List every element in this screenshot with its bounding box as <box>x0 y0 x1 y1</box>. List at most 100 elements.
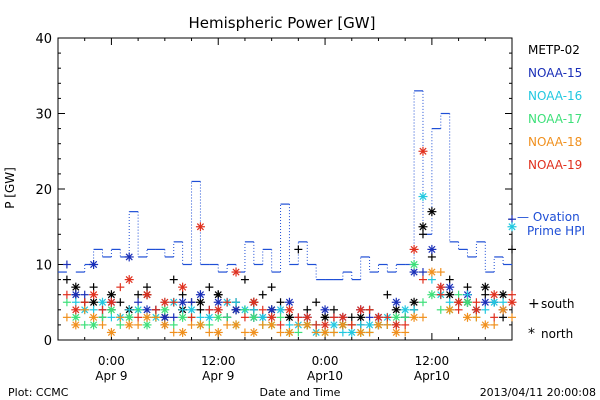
north-marker <box>418 222 428 232</box>
x-tick-date-label: Apr10 <box>414 369 450 383</box>
south-marker <box>294 313 303 322</box>
south-marker <box>329 305 338 314</box>
north-marker <box>302 320 312 330</box>
y-tick-label: 10 <box>35 259 52 274</box>
north-marker <box>498 290 508 300</box>
north-marker <box>462 312 472 322</box>
north-marker <box>480 320 490 330</box>
south-marker <box>481 290 490 299</box>
north-marker <box>142 290 152 300</box>
north-marker <box>213 327 223 337</box>
south-marker <box>223 298 232 307</box>
south-marker <box>98 313 107 322</box>
north-marker <box>329 320 339 330</box>
north-marker <box>347 327 357 337</box>
north-marker <box>213 305 223 315</box>
north-marker <box>160 312 170 322</box>
north-marker <box>213 290 223 300</box>
north-marker <box>498 305 508 315</box>
south-marker <box>89 305 98 314</box>
south-marker <box>454 305 463 314</box>
legend-marker-label: north <box>541 327 573 341</box>
north-marker <box>106 327 116 337</box>
south-marker <box>80 305 89 314</box>
south-marker <box>249 305 258 314</box>
south-marker <box>151 305 160 314</box>
south-marker <box>276 320 285 329</box>
south-marker <box>62 298 71 307</box>
north-marker <box>106 297 116 307</box>
south-marker <box>223 320 232 329</box>
south-marker <box>508 215 516 224</box>
south-marker <box>436 305 445 314</box>
legend-series-label: NOAA-18 <box>528 135 582 149</box>
south-marker <box>232 298 241 307</box>
legend-marker-symbol: * <box>528 326 535 342</box>
south-marker <box>418 275 427 284</box>
north-marker <box>418 192 428 202</box>
north-marker <box>391 297 401 307</box>
south-marker <box>134 290 143 299</box>
x-tick-label: 0:00 <box>98 354 125 368</box>
north-marker <box>142 305 152 315</box>
north-marker <box>338 312 348 322</box>
south-marker <box>258 290 267 299</box>
north-marker <box>195 320 205 330</box>
x-tick-label: 12:00 <box>201 354 236 368</box>
south-marker <box>151 313 160 322</box>
south-marker <box>365 328 374 337</box>
y-tick-label: 40 <box>35 32 52 47</box>
north-marker <box>267 305 277 315</box>
north-marker <box>445 290 455 300</box>
south-marker <box>196 305 205 314</box>
south-marker <box>445 298 454 307</box>
north-marker <box>142 312 152 322</box>
south-marker <box>169 298 178 307</box>
south-marker <box>116 283 125 292</box>
north-marker <box>391 320 401 330</box>
north-marker <box>409 312 419 322</box>
north-marker <box>258 312 268 322</box>
north-marker <box>89 290 99 300</box>
footer-source: Plot: CCMC <box>8 386 69 399</box>
south-marker <box>312 298 321 307</box>
south-marker <box>472 298 481 307</box>
north-marker <box>204 312 214 322</box>
south-marker <box>490 313 499 322</box>
north-marker <box>249 327 259 337</box>
south-marker <box>240 305 249 314</box>
south-marker <box>169 320 178 329</box>
south-marker <box>410 305 419 314</box>
legend-series-label: NOAA-16 <box>528 89 582 103</box>
north-marker <box>320 312 330 322</box>
south-marker <box>134 305 143 314</box>
south-marker <box>463 290 472 299</box>
north-marker <box>427 290 437 300</box>
south-marker <box>329 328 338 337</box>
north-marker <box>302 312 312 322</box>
south-marker <box>436 290 445 299</box>
north-marker <box>427 267 437 277</box>
south-marker <box>383 290 392 299</box>
south-marker <box>285 320 294 329</box>
south-marker <box>472 313 481 322</box>
south-marker <box>240 275 249 284</box>
south-marker <box>187 320 196 329</box>
south-marker <box>80 298 89 307</box>
south-marker <box>418 230 427 239</box>
y-tick-label: 30 <box>35 108 52 123</box>
north-marker <box>489 290 499 300</box>
north-marker <box>124 252 134 262</box>
north-marker <box>427 244 437 254</box>
south-marker <box>312 320 321 329</box>
north-marker <box>471 305 481 315</box>
north-marker <box>320 327 330 337</box>
north-marker <box>356 327 366 337</box>
south-marker <box>116 298 125 307</box>
north-marker <box>427 207 437 217</box>
north-marker <box>507 297 517 307</box>
legend-marker-symbol: + <box>528 296 540 312</box>
north-marker <box>338 320 348 330</box>
north-marker <box>231 267 241 277</box>
south-marker <box>187 298 196 307</box>
